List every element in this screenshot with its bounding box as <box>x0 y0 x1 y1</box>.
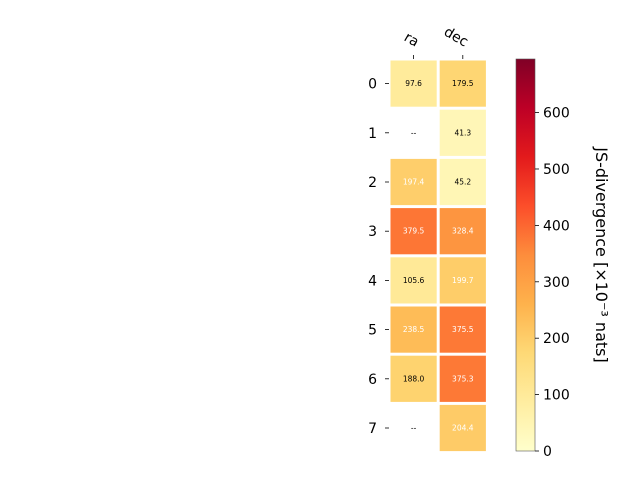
colorbar-tick-label: 0 <box>543 444 552 460</box>
heatmap-cell <box>390 257 437 304</box>
y-tick-label: 0 <box>368 77 377 93</box>
cell-value-label: 197.4 <box>403 178 425 187</box>
y-tick-label: 3 <box>368 224 377 240</box>
colorbar-gradient <box>515 58 536 452</box>
cell-value-label: 45.2 <box>454 178 471 187</box>
colorbar-tick-label: 500 <box>543 162 570 178</box>
heatmap-cell <box>439 306 486 353</box>
heatmap-cell <box>439 257 486 304</box>
heatmap-cell <box>439 404 486 452</box>
cell-value-label: 179.5 <box>452 79 474 88</box>
heatmap-cells: 97.6 179.5 -- 41.3 197.4 45.2 379.5 328.4 105.6 1… <box>390 60 486 452</box>
cell-value-label: 375.5 <box>452 325 474 334</box>
heatmap-cell <box>439 158 486 206</box>
heatmap-cell <box>390 208 437 255</box>
cell-value-label: 188.0 <box>403 374 425 383</box>
cell-value-label: 204.4 <box>452 424 474 433</box>
cell-value-label: 328.4 <box>452 227 474 236</box>
y-tick-label: 4 <box>368 273 377 289</box>
cell-value-label: 199.7 <box>452 276 474 285</box>
cell-value-label: 97.6 <box>405 79 422 88</box>
x-tick-label: dec <box>441 24 471 50</box>
colorbar-label: JS-divergence [×10⁻³ nats] <box>592 146 611 362</box>
heatmap-cell <box>439 208 486 255</box>
cell-value-label: 238.5 <box>403 325 425 334</box>
heatmap-cell <box>390 355 437 402</box>
cell-value-label: 375.3 <box>452 374 474 383</box>
cell-value-label: 379.5 <box>403 227 425 236</box>
cell-value-label: 41.3 <box>454 128 471 137</box>
heatmap-cell <box>390 306 437 353</box>
heatmap-cell <box>439 109 486 156</box>
cell-value-label: -- <box>411 128 417 137</box>
y-tick-label: 7 <box>368 421 377 437</box>
y-tick-label: 1 <box>368 126 377 142</box>
y-tick-label: 5 <box>368 323 377 339</box>
heatmap-cell <box>390 60 437 107</box>
colorbar-tick-label: 100 <box>543 388 570 404</box>
colorbar-tick-label: 600 <box>543 106 570 122</box>
colorbar-tick-label: 300 <box>543 275 570 291</box>
heatmap-cell <box>439 60 486 107</box>
y-tick-label: 2 <box>368 175 377 191</box>
y-tick-label: 6 <box>368 372 377 388</box>
colorbar: 0 100 200 300 400 500 600 JS-divergence [×10⁻³ … <box>515 58 611 460</box>
colorbar-tick-label: 400 <box>543 218 570 234</box>
heatmap-cell <box>439 355 486 402</box>
colorbar-tick-label: 200 <box>543 331 570 347</box>
cell-value-label: -- <box>411 424 417 433</box>
cell-value-label: 105.6 <box>403 276 425 285</box>
heatmap-cell <box>390 158 437 206</box>
x-tick-label: ra <box>401 29 421 50</box>
